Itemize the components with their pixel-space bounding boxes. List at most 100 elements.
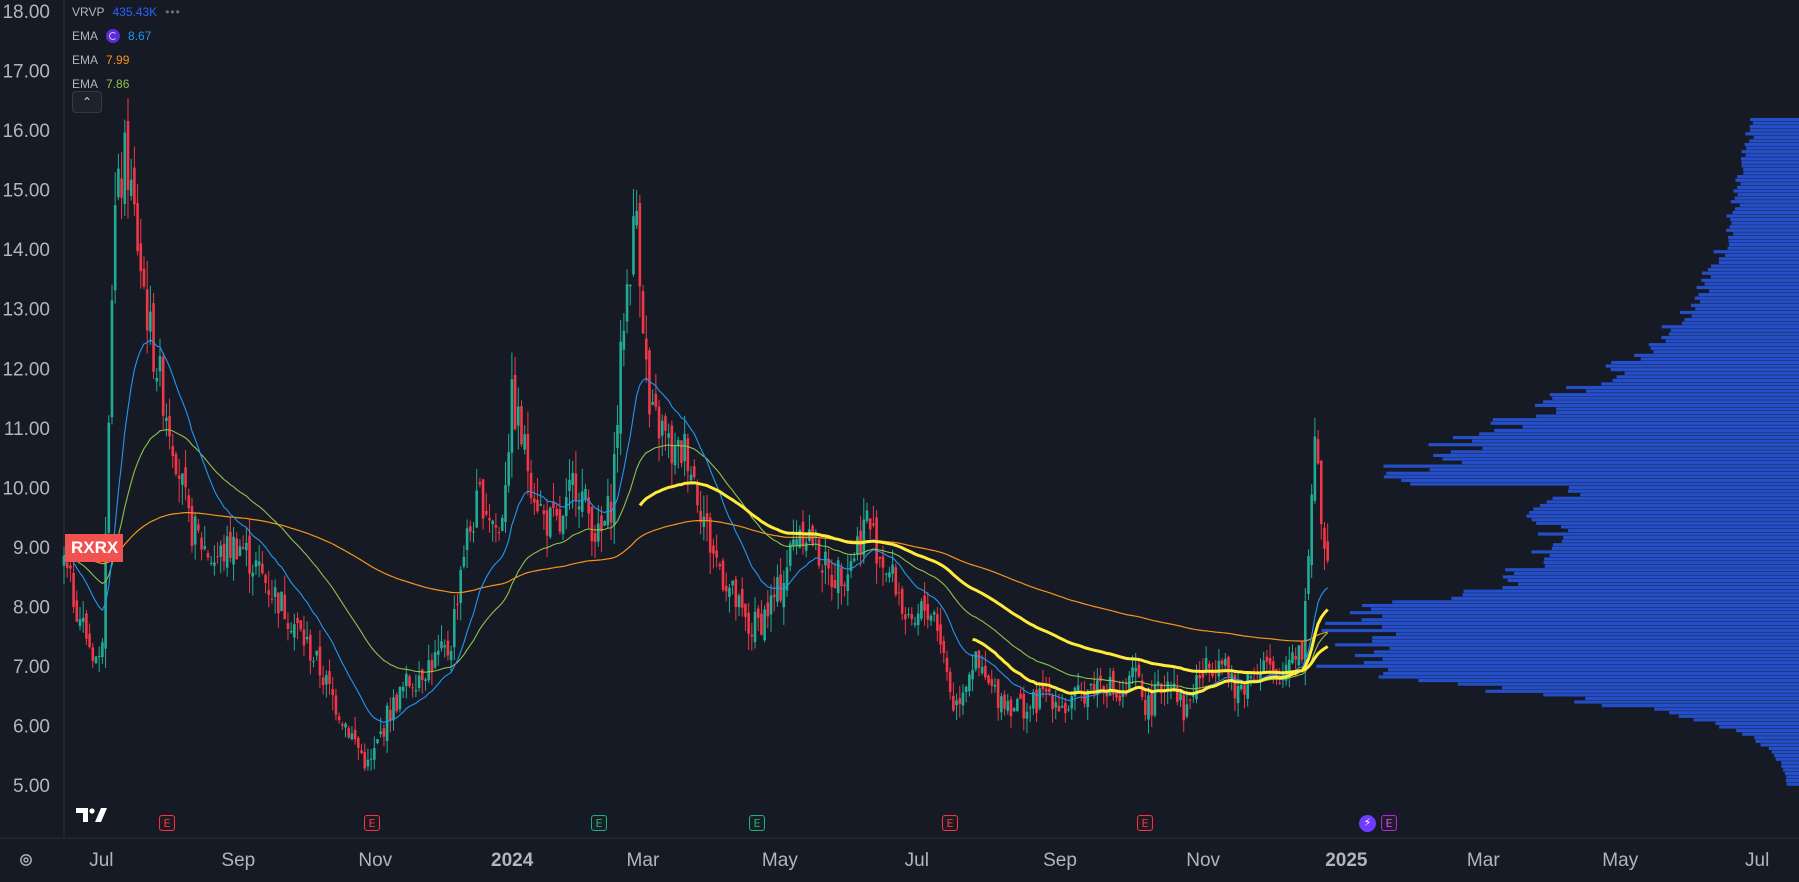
volume-profile-bar: [1739, 203, 1799, 207]
volume-profile-bar: [1451, 596, 1799, 600]
earnings-marker-icon[interactable]: E: [942, 815, 958, 831]
candle: [852, 552, 856, 563]
volume-profile-bar: [1734, 207, 1799, 211]
volume-profile-bar: [1450, 450, 1799, 454]
candle: [600, 506, 603, 553]
candle: [437, 634, 440, 666]
candle: [315, 650, 319, 661]
candle: [760, 600, 763, 636]
x-tick-label: Nov: [1186, 850, 1220, 871]
candle: [936, 606, 939, 642]
volume-profile-bar: [1552, 543, 1799, 547]
collapse-legend-button[interactable]: ⌃: [72, 91, 102, 113]
candle: [414, 674, 418, 698]
earnings-marker-icon[interactable]: E: [749, 815, 765, 831]
earnings-marker-icon[interactable]: E: [1381, 815, 1397, 831]
candle: [740, 577, 744, 617]
candle: [1070, 690, 1074, 720]
volume-profile-bar: [1561, 539, 1799, 543]
candle: [945, 650, 949, 681]
volume-profile-bar: [1354, 653, 1799, 658]
legend-vrvp-name: VRVP: [72, 5, 105, 19]
candle: [952, 682, 955, 713]
candle: [280, 591, 283, 612]
anchored-vwap-line-1: [638, 481, 1329, 675]
volume-profile-bar: [1611, 360, 1799, 365]
more-options-icon[interactable]: •••: [165, 5, 181, 19]
candle: [788, 540, 792, 572]
candle: [1307, 549, 1310, 600]
volume-profile-bar: [1732, 210, 1799, 215]
volume-profile-bar: [1694, 296, 1799, 300]
candle: [392, 689, 395, 731]
volume-profile-bar: [1749, 125, 1799, 129]
sync-icon[interactable]: [106, 29, 121, 43]
candle: [891, 549, 894, 583]
volume-profile-bar: [1563, 536, 1799, 540]
volume-profile-bar: [1755, 739, 1799, 743]
volume-profile-bar: [1727, 246, 1799, 250]
candle: [977, 649, 981, 677]
earnings-marker-icon[interactable]: E: [364, 815, 380, 831]
candle: [232, 527, 235, 581]
lightning-bolt-icon[interactable]: ⚡: [1359, 815, 1376, 832]
legend-ema-1[interactable]: EMA 8.67: [72, 24, 181, 48]
candle: [676, 436, 680, 469]
candle: [884, 572, 888, 583]
volume-profile-bar: [1783, 768, 1799, 772]
candle: [452, 595, 456, 661]
volume-profile-bar: [1381, 625, 1799, 629]
candle: [504, 461, 507, 533]
volume-profile-bar: [1373, 650, 1799, 654]
candle: [520, 400, 523, 447]
candle: [897, 582, 901, 606]
tradingview-logo-icon[interactable]: [76, 806, 108, 824]
earnings-marker-icon[interactable]: E: [1137, 815, 1153, 831]
candle: [446, 630, 450, 661]
volume-profile-bar: [1601, 703, 1799, 708]
volume-profile-bar: [1395, 632, 1799, 636]
volume-profile-bar: [1668, 332, 1799, 336]
candle: [552, 483, 555, 517]
candle: [542, 504, 546, 530]
legend-ema-3[interactable]: EMA 7.86: [72, 72, 181, 96]
legend-vrvp[interactable]: VRVP 435.43K •••: [72, 0, 181, 24]
legend-ema-1-value: 8.67: [128, 29, 152, 43]
volume-profile-bar: [1729, 225, 1799, 229]
candle: [1016, 697, 1019, 712]
candle: [580, 468, 584, 518]
candle: [548, 506, 552, 540]
earnings-marker-icon[interactable]: E: [159, 815, 175, 831]
candle: [225, 525, 229, 577]
candle: [1006, 693, 1010, 715]
candle: [577, 492, 581, 528]
candle: [72, 562, 75, 614]
candle: [574, 451, 578, 517]
candle: [219, 540, 223, 574]
candle: [744, 603, 747, 632]
candle: [69, 562, 72, 583]
candle: [350, 726, 354, 741]
volume-profile-bar: [1585, 696, 1799, 701]
candle: [366, 748, 370, 772]
candle: [894, 563, 898, 598]
candle: [494, 512, 498, 543]
volume-profile-bar: [1742, 732, 1799, 736]
volume-profile-bar: [1479, 432, 1799, 436]
candle: [357, 735, 360, 761]
candle: [1064, 697, 1067, 723]
settings-gear-icon[interactable]: [18, 852, 34, 868]
volume-profile-bar: [1567, 489, 1799, 493]
legend-ema-2[interactable]: EMA 7.99: [72, 48, 181, 72]
volume-profile-bar: [1785, 779, 1799, 783]
candle: [1054, 689, 1058, 720]
candle: [532, 482, 536, 515]
legend-ema-3-name: EMA: [72, 77, 99, 91]
candle: [1265, 649, 1269, 672]
candle: [568, 459, 571, 510]
volume-profile-bar: [1746, 146, 1799, 150]
volume-profile-bar: [1492, 418, 1799, 422]
candle: [881, 545, 885, 586]
earnings-marker-icon[interactable]: E: [591, 815, 607, 831]
